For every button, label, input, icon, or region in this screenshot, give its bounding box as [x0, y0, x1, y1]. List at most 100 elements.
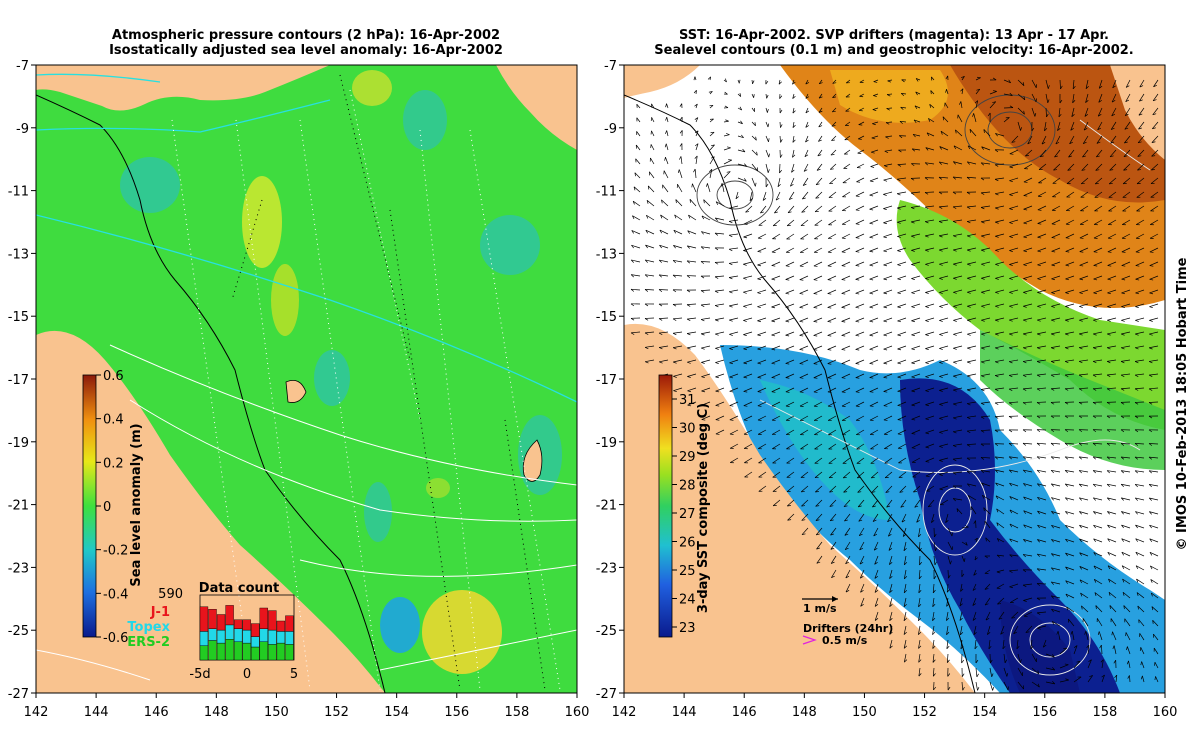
x-tick-label: 156: [444, 705, 469, 720]
right-title-line1: SST: 16-Apr-2002. SVP drifters (magenta)…: [679, 28, 1109, 43]
x-tick-label: 148: [204, 705, 229, 720]
sla-colorbar-label: Sea level anomaly (m): [129, 423, 144, 586]
colorbar-tick-label: 31: [679, 393, 696, 408]
data-count-bar: [233, 628, 243, 642]
axis-labels: 142 144 146 148 150 152 154 156 158 160 -7 -9 -11 -13…: [8, 59, 1178, 720]
x-tick-label: 152: [912, 705, 937, 720]
x-tick-label: 148: [792, 705, 817, 720]
y-tick-label: -15: [8, 310, 29, 325]
data-count-bar: [225, 624, 234, 640]
right-title-line2: Sealevel contours (0.1 m) and geostrophi…: [654, 43, 1133, 58]
data-count-x-label: -5d: [189, 667, 210, 682]
data-count-bar: [259, 641, 268, 661]
right-map-field: [624, 65, 1165, 693]
y-tick-label: -23: [8, 561, 29, 576]
y-tick-label: -27: [596, 687, 617, 702]
data-count-bar: [285, 631, 294, 645]
drifter-arrow-icon: [802, 635, 817, 645]
drifter-speed-label: 0.5 m/s: [822, 634, 868, 647]
data-count-bar: [242, 642, 251, 661]
data-count-bar: [268, 610, 277, 631]
data-count-x-label: 0: [243, 667, 251, 682]
colorbar-tick-label: 23: [679, 621, 696, 636]
credit-text: © IMOS 10-Feb-2013 18:05 Hobart Time: [1175, 257, 1190, 550]
x-tick-label: 144: [672, 705, 697, 720]
x-tick-label: 158: [1092, 705, 1117, 720]
sst-colorbar: 31 30 29 28 27 26 25 24 23 3-day SST composite (…: [658, 374, 711, 638]
y-tick-label: -17: [596, 373, 617, 388]
x-tick-label: 158: [504, 705, 529, 720]
colorbar-tick-label: 0.2: [103, 456, 124, 471]
data-count-bar: [225, 639, 234, 661]
y-tick-label: -7: [16, 59, 29, 74]
drifter-legend-label: Drifters (24hr): [803, 622, 893, 635]
x-tick-label: 150: [852, 705, 877, 720]
x-tick-label: 156: [1032, 705, 1057, 720]
data-count-bar: [242, 629, 251, 644]
data-count-bar: [276, 620, 286, 632]
y-tick-label: -17: [8, 373, 29, 388]
data-count-bar: [199, 631, 209, 646]
y-tick-label: -21: [8, 499, 29, 514]
x-tick-label: 154: [384, 705, 409, 720]
y-tick-label: -25: [596, 624, 617, 639]
data-count-bar: [251, 636, 260, 648]
data-count-bar: [276, 642, 286, 661]
data-count-x-label: 5: [290, 667, 298, 682]
colorbar-tick-label: 26: [679, 536, 696, 551]
colorbar-tick-label: 0.6: [103, 369, 124, 384]
y-tick-label: -19: [8, 436, 29, 451]
velocity-scale-label: 1 m/s: [803, 602, 837, 615]
data-count-bar: [216, 629, 226, 644]
left-map-panel: Atmospheric pressure contours (2 hPa): 1…: [35, 28, 578, 694]
data-count-bar: [208, 628, 217, 641]
data-count-bar: [276, 631, 286, 644]
data-count-title: Data count: [199, 581, 279, 596]
left-map-field: [36, 65, 577, 693]
velocity-scale: 1 m/s Drifters (24hr) 0.5 m/s: [802, 596, 893, 647]
colorbar-tick-label: 28: [679, 479, 696, 494]
data-count-bar: [208, 609, 217, 629]
data-count-bar: [259, 607, 268, 629]
colorbar-tick-label: 24: [679, 593, 696, 608]
y-tick-label: -19: [596, 436, 617, 451]
y-tick-label: -15: [596, 310, 617, 325]
x-tick-label: 146: [732, 705, 757, 720]
data-count-bar: [208, 640, 217, 661]
data-count-bar: [268, 644, 277, 661]
x-tick-label: 144: [84, 705, 109, 720]
data-count-max: 590: [158, 587, 183, 602]
x-tick-label: 142: [24, 705, 49, 720]
colorbar-tick-label: 27: [679, 507, 696, 522]
data-count-bar: [259, 628, 268, 642]
data-count-bar: [251, 646, 260, 661]
data-count-bar: [233, 641, 243, 661]
y-tick-label: -11: [8, 185, 29, 200]
data-count-bar: [285, 644, 294, 661]
colorbar-tick-label: 25: [679, 564, 696, 579]
colorbar-tick-label: 30: [679, 422, 696, 437]
y-tick-label: -9: [16, 122, 29, 137]
y-tick-label: -21: [596, 499, 617, 514]
right-map-panel: SST: 16-Apr-2002. SVP drifters (magenta)…: [623, 28, 1166, 694]
data-count-bar: [242, 619, 251, 631]
data-count-legend-entry: ERS-2: [127, 635, 170, 650]
y-tick-label: -13: [596, 247, 617, 262]
data-count-bar: [233, 619, 243, 630]
y-tick-label: -11: [596, 185, 617, 200]
data-count-bar: [216, 642, 226, 661]
colorbar-tick-label: -0.2: [103, 544, 128, 559]
colorbar-tick-label: -0.4: [103, 587, 128, 602]
y-tick-label: -23: [596, 561, 617, 576]
colorbar-tick-label: -0.6: [103, 631, 128, 646]
data-count-bar: [199, 606, 209, 632]
data-count-bar: [251, 623, 260, 637]
x-tick-label: 154: [972, 705, 997, 720]
y-tick-label: -13: [8, 247, 29, 262]
y-tick-label: -9: [604, 122, 617, 137]
data-count-legend-entry: J-1: [150, 605, 170, 620]
x-tick-label: 152: [324, 705, 349, 720]
colorbar-tick-label: 29: [679, 450, 696, 465]
